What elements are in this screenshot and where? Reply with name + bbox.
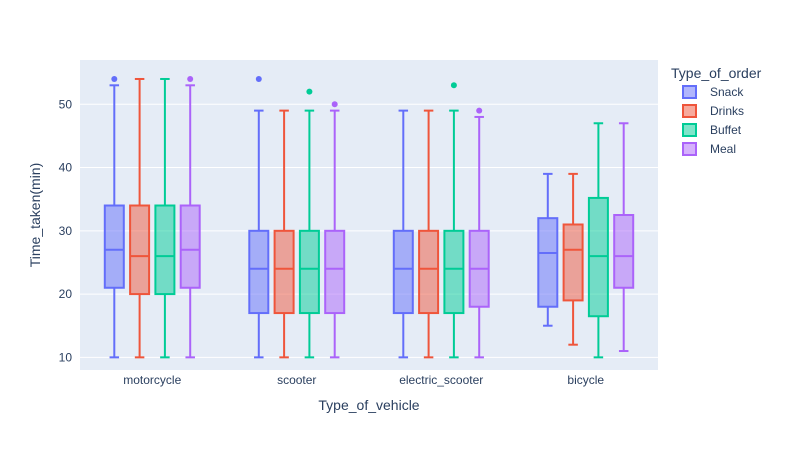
iqr-box [324,229,346,315]
iqr-box [613,214,635,289]
box-snack-bicycle [537,172,559,327]
y-tick-label: 40 [59,161,73,175]
y-tick-label: 30 [59,224,73,238]
y-gridlines [80,103,658,358]
x-tick-label: bicycle [567,373,604,387]
iqr-box [418,229,440,315]
iqr-box [248,229,270,315]
iqr-box [537,217,559,308]
legend-item-buffet: Buffet [682,123,742,137]
x-axis-title: Type_of_vehicle [318,397,419,413]
box-meal-electric_scooter [468,107,490,359]
plot-background [80,60,658,370]
legend: Type_of_order Snack Drinks Buffet Meal [671,65,762,156]
iqr-box [273,229,295,315]
box-drinks-scooter [273,109,295,359]
box-snack-motorcycle [103,75,125,359]
y-tick-labels: 10 20 30 40 50 [59,97,73,364]
x-tick-label: scooter [277,373,316,387]
iqr-box [103,204,125,289]
outlier-point [111,75,118,82]
x-tick-label: motorcycle [123,373,181,387]
box-buffet-motorcycle [154,77,176,359]
outlier-point [450,82,457,89]
iqr-box [562,223,584,302]
box-buffet-bicycle [587,122,609,359]
legend-label: Meal [710,142,736,156]
iqr-box [129,204,151,296]
y-tick-label: 20 [59,287,73,301]
iqr-box [392,229,414,315]
box-snack-scooter [248,75,270,359]
outlier-point [255,75,262,82]
box-meal-scooter [324,101,346,359]
legend-label: Drinks [710,104,744,118]
iqr-box [179,204,201,289]
y-tick-label: 50 [59,97,73,111]
y-axis-title: Time_taken(min) [27,163,43,268]
legend-item-meal: Meal [682,142,736,156]
legend-item-drinks: Drinks [682,104,744,118]
box-buffet-scooter [298,88,320,359]
box-meal-bicycle [613,122,635,353]
box-drinks-bicycle [562,172,584,346]
legend-title: Type_of_order [671,65,762,81]
legend-item-snack: Snack [682,85,744,99]
box-drinks-motorcycle [129,77,151,359]
outlier-point [476,107,483,114]
box-series [103,75,635,359]
box-meal-motorcycle [179,75,201,359]
legend-swatch [682,104,697,118]
legend-label: Buffet [710,123,742,137]
iqr-box [154,204,176,296]
box-buffet-electric_scooter [443,82,465,359]
legend-swatch [682,85,697,99]
outlier-point [306,88,313,95]
outlier-point [187,75,194,82]
x-tick-label: electric_scooter [399,373,483,387]
legend-swatch [682,123,697,137]
box-drinks-electric_scooter [418,109,440,359]
iqr-box [443,229,465,315]
box-snack-electric_scooter [392,109,414,359]
iqr-box [298,229,320,315]
y-tick-label: 10 [59,350,73,364]
legend-label: Snack [710,85,744,99]
x-tick-labels: motorcycle scooter electric_scooter bicycle [123,373,604,387]
legend-swatch [682,142,697,156]
outlier-point [331,101,338,108]
